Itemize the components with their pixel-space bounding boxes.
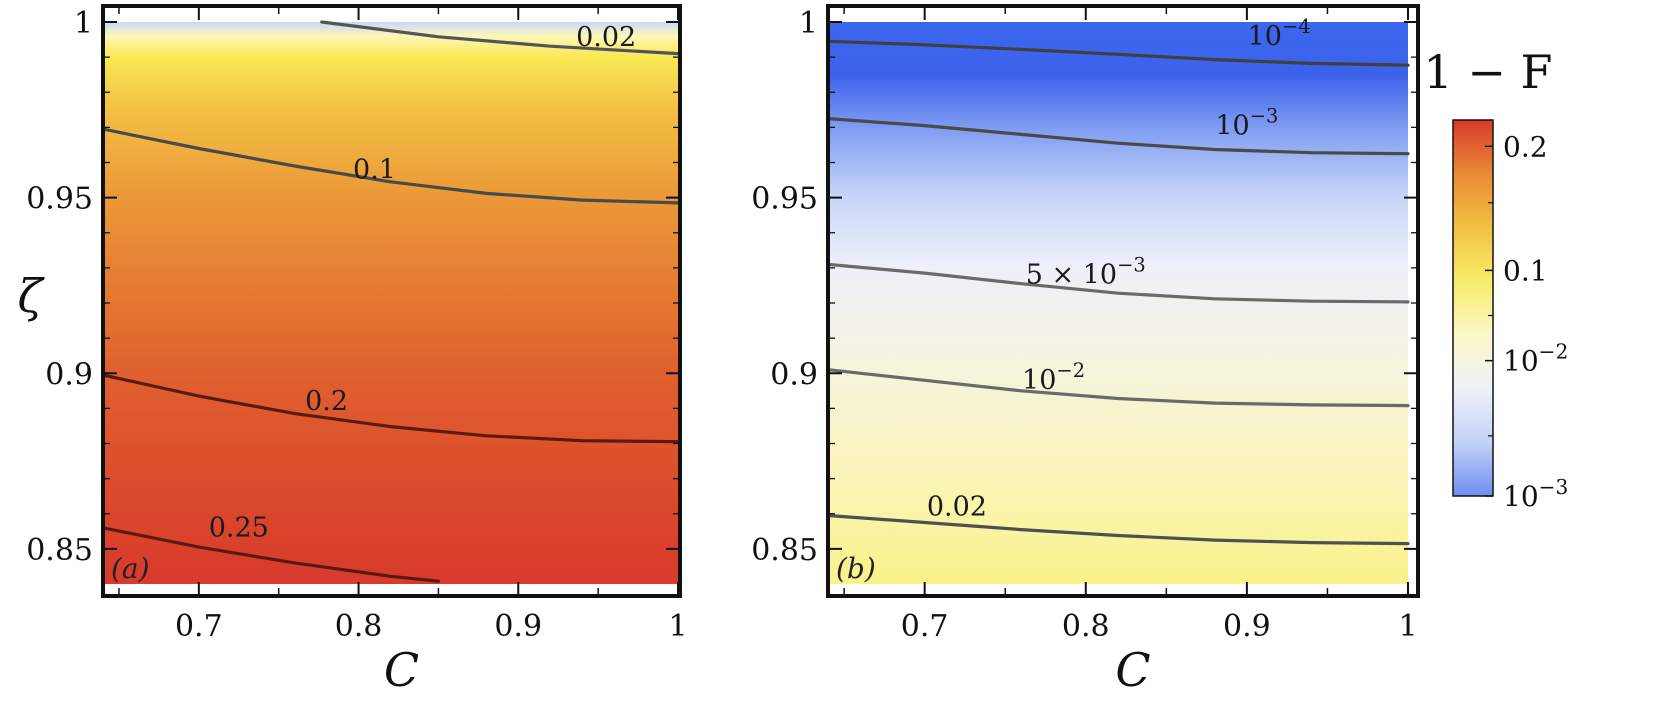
contour-line xyxy=(826,513,1410,546)
contour-line xyxy=(826,262,1410,304)
colorbar-tick-label: 10−2 xyxy=(1503,340,1568,378)
label-exponent: −2 xyxy=(1539,340,1569,364)
contour-line xyxy=(101,526,440,583)
y-tick-label: 1 xyxy=(74,6,93,41)
contour-label: 0.1 xyxy=(353,154,396,185)
label-exponent: −3 xyxy=(1539,475,1569,499)
panel-label: (a) xyxy=(111,552,150,585)
label-base: 10 xyxy=(1215,110,1249,141)
colorbar-tick-label: 10−3 xyxy=(1503,475,1568,513)
panel-a: 0.02 0.1 0.2 0.25 0.7 0.8 0.9 1 0.85 0.9 0.95 1 Cζ (a… xyxy=(18,4,688,697)
contour-line xyxy=(101,373,680,444)
heatmap-fill xyxy=(103,22,678,584)
x-axis-label: C xyxy=(384,643,419,697)
colorbar-title: 1 − F xyxy=(1424,45,1553,99)
y-tick-label: 0.95 xyxy=(26,182,93,217)
contour-label: 0.2 xyxy=(305,386,348,417)
x-tick-label: 0.9 xyxy=(1223,609,1271,644)
x-tick-label: 0.8 xyxy=(1062,609,1110,644)
label-base: 10 xyxy=(1248,21,1282,52)
x-tick-label: 0.8 xyxy=(335,609,383,644)
contour-line xyxy=(826,368,1410,408)
y-tick-label: 0.9 xyxy=(45,357,93,392)
y-tick-label: 0.9 xyxy=(770,357,818,392)
heatmap-fill xyxy=(828,22,1408,584)
contour-line xyxy=(101,127,680,205)
contour-label: 0.25 xyxy=(209,513,269,544)
x-axis-label: C xyxy=(1115,643,1150,697)
contour-label: 10−4 xyxy=(1248,15,1311,52)
y-tick-label: 0.85 xyxy=(751,533,818,568)
y-tick-label: 0.85 xyxy=(26,533,93,568)
y-axis-label: ζ xyxy=(18,269,46,323)
x-tick-label: 0.9 xyxy=(494,609,542,644)
colorbar-tick-label: 0.1 xyxy=(1503,254,1548,287)
contour-label: 5 × 10−3 xyxy=(1026,254,1146,291)
plot-frame xyxy=(101,4,682,598)
x-tick-label: 0.7 xyxy=(175,609,223,644)
y-tick-label: 1 xyxy=(799,6,818,41)
panel-label: (b) xyxy=(836,552,876,585)
plot-frame xyxy=(826,4,1420,598)
label-base: 10 xyxy=(1022,365,1056,396)
colorbar-gradient xyxy=(1452,119,1494,497)
label-base: 5 × 10 xyxy=(1026,260,1117,291)
x-tick-label: 1 xyxy=(1398,609,1417,644)
contour-label: 10−2 xyxy=(1022,359,1085,396)
label-exponent: −3 xyxy=(1117,254,1146,277)
contour-label: 10−3 xyxy=(1215,104,1278,141)
x-tick-label: 1 xyxy=(668,609,687,644)
panel-b: 10−410−35 × 10−310−20.020.7 0.8 0.9 10.850.… xyxy=(751,4,1420,697)
contour-line xyxy=(826,117,1410,156)
label-exponent: −2 xyxy=(1056,359,1085,382)
y-tick-label: 0.95 xyxy=(751,182,818,217)
x-tick-label: 0.7 xyxy=(901,609,949,644)
contour-line xyxy=(826,39,1410,67)
label-exponent: −4 xyxy=(1282,15,1311,38)
contour-label: 0.02 xyxy=(576,22,636,53)
label-base: 10 xyxy=(1503,480,1539,513)
contour-label: 0.02 xyxy=(927,492,987,523)
colorbar-tick-label: 0.2 xyxy=(1503,130,1548,163)
contour-line xyxy=(320,20,680,56)
label-base: 10 xyxy=(1503,345,1539,378)
colorbar: 1 − F0.20.110−210−3 xyxy=(1424,45,1569,513)
label-exponent: −3 xyxy=(1250,104,1279,127)
